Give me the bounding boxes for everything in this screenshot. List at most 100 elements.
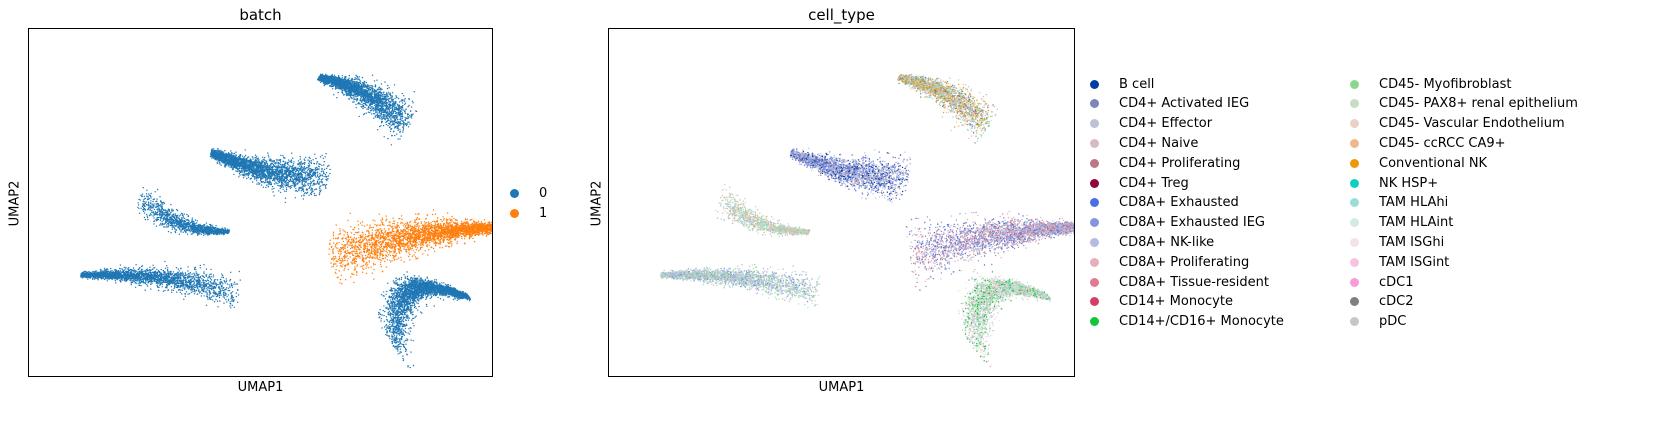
scatter-point xyxy=(311,169,313,171)
scatter-point xyxy=(262,186,264,188)
scatter-point xyxy=(304,178,306,181)
scatter-point xyxy=(224,163,226,165)
scatter-point xyxy=(262,168,264,170)
scatter-point xyxy=(367,96,370,98)
scatter-point xyxy=(386,87,389,90)
scatter-point xyxy=(337,77,339,79)
scatter-point xyxy=(374,102,376,104)
scatter-point xyxy=(299,181,301,183)
scatter-point xyxy=(319,185,321,188)
scatter-point xyxy=(390,100,393,102)
scatter-point xyxy=(329,85,332,87)
scatter-point xyxy=(391,113,393,115)
scatter-point xyxy=(328,78,330,80)
scatter-point xyxy=(380,87,382,90)
scatter-point xyxy=(375,98,377,100)
scatter-point xyxy=(290,166,292,168)
scatter-point xyxy=(381,98,384,100)
scatter-point xyxy=(397,126,399,128)
scatter-point xyxy=(415,110,417,112)
scatter-point xyxy=(380,125,382,127)
scatter-point xyxy=(366,91,368,94)
scatter-point xyxy=(354,77,356,79)
scatter-point xyxy=(343,78,346,80)
scatter-point xyxy=(257,162,259,164)
scatter-point xyxy=(322,157,325,160)
scatter-point xyxy=(399,113,401,115)
scatter-point xyxy=(379,101,381,103)
scatter-point xyxy=(254,159,257,161)
scatter-point xyxy=(282,155,284,157)
scatter-point xyxy=(391,96,393,98)
scatter-point xyxy=(264,156,266,159)
scatter-point xyxy=(348,80,351,82)
scatter-point xyxy=(354,93,356,96)
scatter-point xyxy=(385,117,387,120)
scatter-point xyxy=(358,102,361,104)
scatter-point xyxy=(251,170,253,173)
scatter-point xyxy=(409,116,411,118)
scatter-point xyxy=(271,160,274,162)
scatter-point xyxy=(298,170,300,172)
scatter-point xyxy=(322,73,324,75)
scatter-point xyxy=(286,166,289,168)
scatter-point xyxy=(340,81,342,83)
scatter-point xyxy=(290,173,292,175)
scatter-point xyxy=(320,170,323,173)
scatter-point xyxy=(389,106,391,108)
scatter-point xyxy=(319,163,321,166)
scatter-point xyxy=(399,121,402,123)
scatter-point xyxy=(323,84,325,87)
scatter-point xyxy=(289,176,292,178)
scatter-point xyxy=(383,98,386,101)
scatter-point xyxy=(399,138,401,140)
scatter-point xyxy=(389,118,391,120)
scatter-point xyxy=(336,86,339,89)
scatter-point xyxy=(342,92,344,95)
scatter-point xyxy=(404,98,406,100)
scatter-point xyxy=(308,162,310,165)
scatter-point xyxy=(363,113,366,115)
scatter-point xyxy=(399,122,401,124)
scatter-point xyxy=(281,184,284,186)
scatter-point xyxy=(217,147,219,150)
scatter-point xyxy=(351,89,353,92)
scatter-point xyxy=(379,110,381,113)
scatter-point xyxy=(352,92,355,94)
scatter-point xyxy=(381,122,383,124)
scatter-point xyxy=(316,161,319,163)
scatter-point xyxy=(320,74,323,76)
scatter-point xyxy=(369,111,371,114)
scatter-point xyxy=(403,124,405,127)
scatter-point xyxy=(276,161,278,163)
scatter-point xyxy=(321,154,323,157)
scatter-point xyxy=(318,163,320,165)
scatter-point xyxy=(211,157,213,159)
scatter-point xyxy=(384,104,386,106)
scatter-point xyxy=(390,98,393,101)
scatter-point xyxy=(277,184,279,187)
scatter-point xyxy=(303,169,306,171)
scatter-point xyxy=(265,162,267,164)
scatter-point xyxy=(377,91,379,93)
scatter-point xyxy=(374,85,376,88)
scatter-point xyxy=(230,153,232,155)
chart-title-batch: batch xyxy=(28,6,493,24)
scatter-point xyxy=(303,180,305,182)
scatter-point xyxy=(328,164,330,167)
scatter-point xyxy=(379,125,381,128)
scatter-point xyxy=(390,119,392,121)
scatter-point xyxy=(394,110,397,113)
scatter-point xyxy=(321,168,323,170)
scatter-point xyxy=(344,79,346,81)
scatter-point xyxy=(217,160,219,162)
scatter-point xyxy=(385,123,387,126)
scatter-point xyxy=(227,165,230,167)
scatter-point xyxy=(404,112,407,115)
scatter-point xyxy=(403,95,405,97)
scatter-point xyxy=(334,80,336,82)
scatter-point xyxy=(362,86,364,88)
scatter-point xyxy=(280,180,282,182)
scatter-point xyxy=(237,164,239,167)
scatter-point xyxy=(308,182,310,185)
